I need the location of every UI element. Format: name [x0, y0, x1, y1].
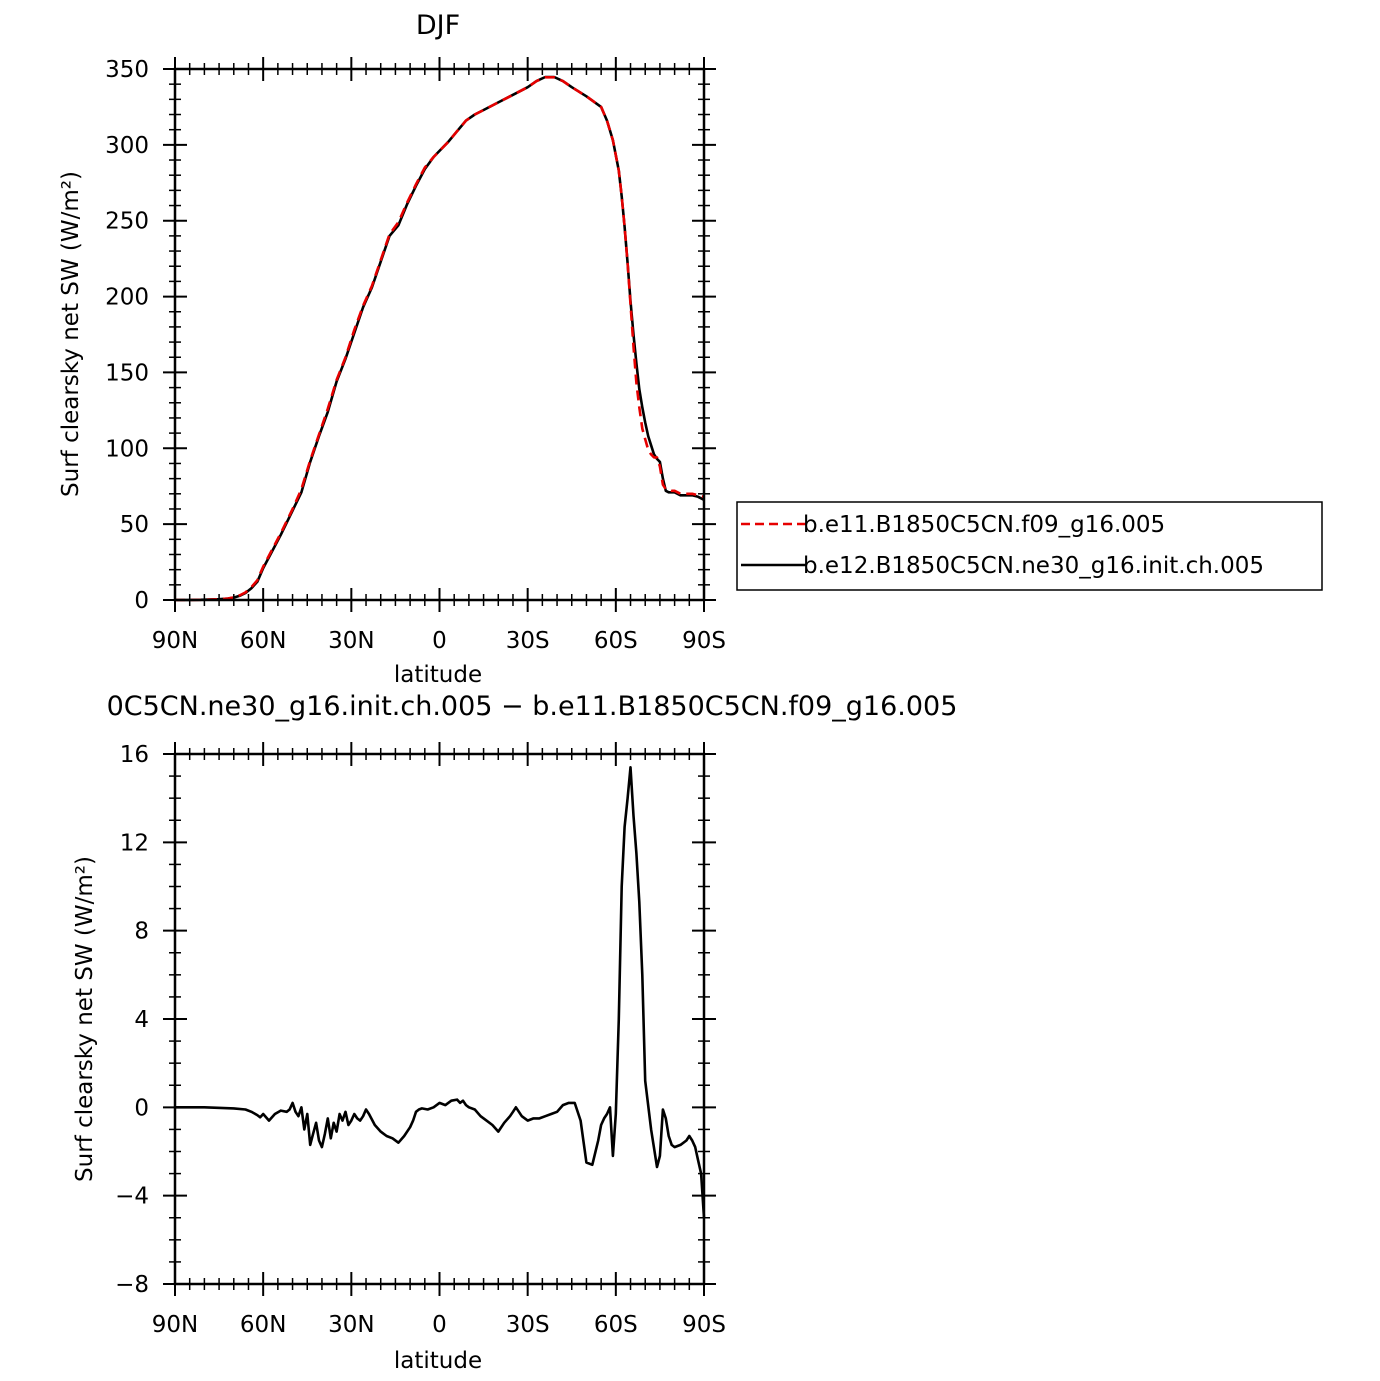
- top-x-tick-label: 0: [432, 628, 447, 654]
- bottom-y-tick-label: 16: [120, 742, 149, 768]
- top-panel: DJF 90N 60N 30N 0 30S 60S 90S 0 50 100 150 200 250 30…: [58, 10, 726, 688]
- bottom-y-tick-label: −4: [115, 1184, 149, 1210]
- top-y-tick-label: 350: [105, 57, 149, 83]
- bottom-x-tick-label: 90S: [682, 1312, 726, 1338]
- top-x-tick-label: 30N: [328, 628, 374, 654]
- legend: b.e11.B1850C5CN.f09_g16.005 b.e12.B1850C…: [736, 501, 1323, 591]
- top-y-axis-title: Surf clearsky net SW (W/m²): [58, 171, 84, 497]
- top-y-tick-label: 150: [105, 360, 149, 386]
- top-y-tick-label: 200: [105, 285, 149, 311]
- top-x-tick-label: 60S: [594, 628, 638, 654]
- top-y-tick-label: 0: [134, 588, 149, 614]
- top-x-tick-label: 60N: [240, 628, 286, 654]
- bottom-x-tick-label: 0: [432, 1312, 447, 1338]
- bottom-y-tick-label: −8: [115, 1272, 149, 1298]
- bottom-panel: 0C5CN.ne30_g16.init.ch.005 − b.e11.B1850…: [72, 691, 957, 1374]
- legend-box: [736, 501, 1323, 591]
- top-y-tick-label: 300: [105, 133, 149, 159]
- top-y-tick-label: 250: [105, 209, 149, 235]
- top-chart-title: DJF: [416, 10, 460, 41]
- bottom-y-tick-label: 12: [120, 830, 149, 856]
- top-series-group: [175, 75, 705, 602]
- top-plot-frame: [173, 67, 706, 602]
- bottom-series-line-1: [175, 765, 706, 1218]
- bottom-series-group: [175, 765, 706, 1218]
- bottom-y-tick-label: 8: [134, 919, 149, 945]
- bottom-y-axis-title: Surf clearsky net SW (W/m²): [72, 856, 98, 1182]
- top-x-axis-title: latitude: [394, 662, 482, 688]
- legend-entry-1: b.e11.B1850C5CN.f09_g16.005: [803, 512, 1165, 538]
- top-series-line-2: [175, 75, 705, 602]
- top-x-tick-label: 90N: [152, 628, 198, 654]
- bottom-chart-title: 0C5CN.ne30_g16.init.ch.005 − b.e11.B1850…: [107, 691, 958, 722]
- bottom-y-tick-label: 0: [134, 1095, 149, 1121]
- top-series-line-1: [175, 76, 705, 602]
- bottom-x-tick-label: 60N: [240, 1312, 286, 1338]
- bottom-x-tick-label: 60S: [594, 1312, 638, 1338]
- top-x-tick-label: 90S: [682, 628, 726, 654]
- top-axis-ticks: 90N 60N 30N 0 30S 60S 90S 0 50 100 150 200 250 300 350: [105, 57, 726, 654]
- bottom-x-tick-label: 30N: [328, 1312, 374, 1338]
- bottom-x-tick-label: 30S: [506, 1312, 550, 1338]
- bottom-x-tick-label: 90N: [152, 1312, 198, 1338]
- top-x-tick-label: 30S: [506, 628, 550, 654]
- top-y-tick-label: 50: [120, 512, 149, 538]
- top-y-tick-label: 100: [105, 436, 149, 462]
- bottom-y-tick-label: 4: [134, 1007, 149, 1033]
- legend-entry-2: b.e12.B1850C5CN.ne30_g16.init.ch.005: [803, 553, 1264, 579]
- bottom-axis-ticks: 90N 60N 30N 0 30S 60S 90S −8 −4 0 4 8 12 16: [115, 742, 726, 1338]
- bottom-x-axis-title: latitude: [394, 1348, 482, 1374]
